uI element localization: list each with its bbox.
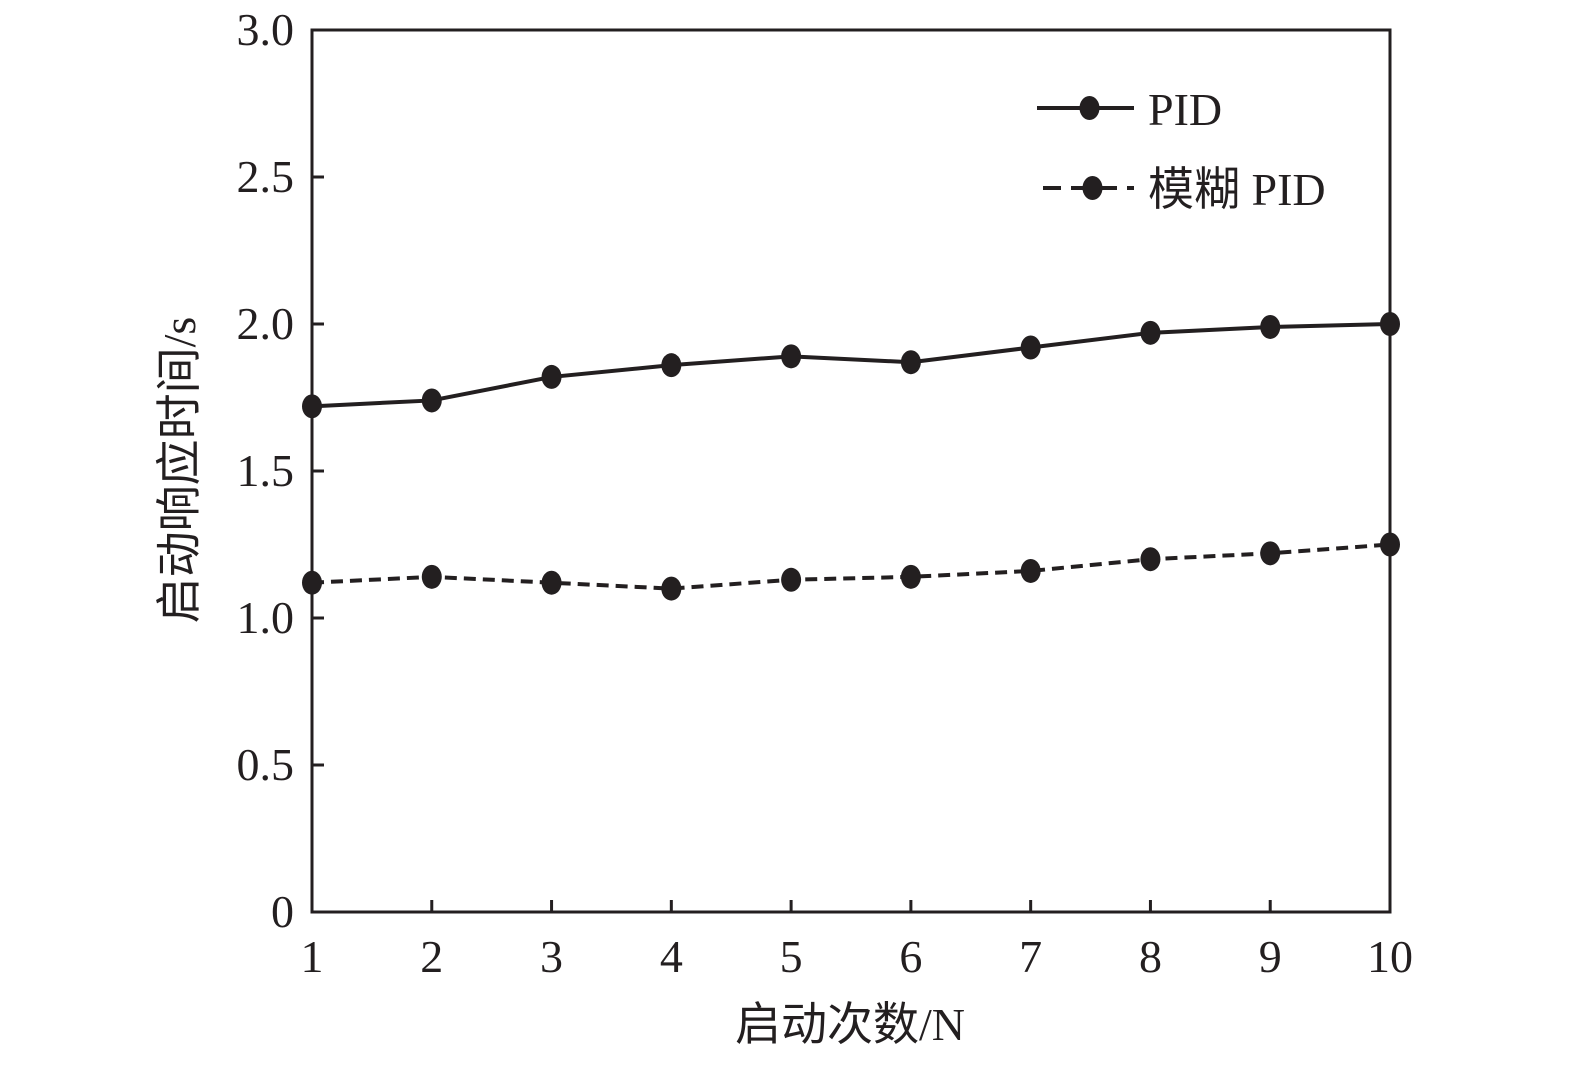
data-point	[1260, 314, 1281, 339]
legend-item: 模糊 PID	[1043, 164, 1326, 215]
data-point	[1380, 312, 1400, 336]
x-axis-title: 启动次数/N	[735, 999, 965, 1050]
legend-marker	[1082, 176, 1103, 200]
plot-frame	[310, 28, 1392, 914]
data-point	[541, 570, 562, 595]
y-tick-label: 1.5	[237, 445, 295, 496]
data-point	[781, 344, 802, 369]
y-tick-label: 0.5	[237, 739, 295, 790]
data-point	[781, 567, 802, 592]
legend-label: 模糊 PID	[1148, 164, 1326, 215]
y-tick-label: 1.0	[237, 592, 295, 643]
x-tick-label: 6	[899, 931, 922, 982]
data-point	[661, 353, 682, 378]
y-tick-label: 0	[271, 886, 294, 937]
y-axis-title: 启动响应时间/s	[154, 317, 205, 624]
data-point	[302, 394, 322, 419]
y-tick-label: 2.0	[237, 298, 295, 349]
data-point	[1020, 335, 1041, 360]
x-tick-label: 1	[301, 931, 324, 982]
legend-marker	[1079, 96, 1100, 120]
x-tick-label: 5	[780, 931, 803, 982]
data-point	[1020, 558, 1041, 583]
x-tick-label: 7	[1019, 931, 1042, 982]
series-line	[311, 322, 1391, 409]
data-point	[900, 564, 921, 589]
series-line	[311, 542, 1391, 591]
data-point	[661, 576, 682, 601]
data-point	[1140, 320, 1161, 345]
data-point	[1260, 541, 1281, 566]
data-point	[1380, 532, 1400, 557]
series-fuzzy-pid	[302, 532, 1400, 601]
y-axis-ticks: 0 0.5 1.0 1.5 2.0 2.5 3.0	[237, 4, 324, 937]
data-point	[900, 350, 921, 375]
x-tick-label: 10	[1367, 931, 1413, 982]
legend: PID 模糊 PID	[1037, 84, 1326, 215]
data-point	[541, 364, 562, 389]
x-tick-label: 9	[1259, 931, 1282, 982]
x-axis-ticks: 1 2 3 4 5 6 7 8 9 10	[301, 900, 1413, 982]
chart-axes	[310, 28, 1392, 914]
data-point	[421, 388, 442, 413]
data-point	[302, 570, 322, 595]
y-tick-label: 2.5	[237, 151, 295, 202]
series-layer	[302, 312, 1400, 601]
x-tick-label: 2	[420, 931, 443, 982]
legend-item: PID	[1037, 84, 1222, 135]
x-tick-label: 4	[660, 931, 683, 982]
x-tick-label: 8	[1139, 931, 1162, 982]
series-pid	[302, 312, 1400, 419]
x-tick-label: 3	[540, 931, 563, 982]
y-tick-label: 3.0	[237, 4, 295, 55]
data-point	[421, 564, 442, 589]
legend-label: PID	[1148, 84, 1222, 135]
data-point	[1140, 547, 1161, 572]
